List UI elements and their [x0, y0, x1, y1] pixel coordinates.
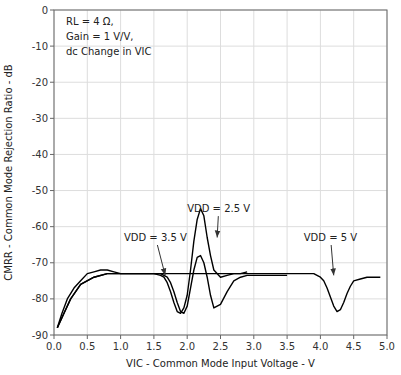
- tick-x: [253, 335, 254, 339]
- tick-label-x: 1.5: [146, 341, 162, 352]
- tick-label-x: 2.5: [213, 341, 229, 352]
- grid-line-y: [54, 190, 387, 191]
- tick-label-y: -80: [32, 293, 48, 304]
- tick-y: [50, 226, 54, 227]
- plot-frame: [54, 10, 387, 335]
- annotation-label: VDD = 5 V: [304, 232, 358, 243]
- tick-y: [50, 335, 54, 336]
- grid-line-x: [187, 10, 188, 335]
- tick-y: [50, 154, 54, 155]
- tick-label-x: 5.0: [379, 341, 395, 352]
- tick-y: [50, 262, 54, 263]
- grid-line-y: [54, 118, 387, 119]
- tick-y: [50, 298, 54, 299]
- tick-x: [353, 335, 354, 339]
- tick-x: [187, 335, 188, 339]
- tick-y: [50, 10, 54, 11]
- annotation-text: RL = 4 Ω,: [66, 16, 114, 27]
- tick-label-x: 4.0: [312, 341, 328, 352]
- tick-label-y: -70: [32, 257, 48, 268]
- series-line: [57, 274, 380, 328]
- annotation-text: dc Change in VIC: [66, 46, 152, 57]
- tick-x: [320, 335, 321, 339]
- grid-line-x: [220, 10, 221, 335]
- tick-label-x: 0.5: [79, 341, 95, 352]
- tick-label-x: 1.0: [113, 341, 129, 352]
- grid-line-y: [54, 262, 387, 263]
- series-line: [57, 209, 247, 328]
- grid-line-x: [287, 10, 288, 335]
- axes: 0.0 0.5 1.0 1.5 2.0 2.5 3.0 3.5 4.0 4.5 5.0 0 -10 -20…: [32, 5, 395, 353]
- grid-line-x: [253, 10, 254, 335]
- annotations: VDD = 3.5 V VDD = 2.5 V VDD = 5 V RL = 4 Ω,…: [66, 16, 357, 275]
- grid-line-x: [120, 10, 121, 335]
- annotation-label: VDD = 2.5 V: [187, 203, 250, 214]
- tick-label-x: 0.0: [46, 341, 62, 352]
- tick-x: [387, 335, 388, 339]
- grid-line-x: [353, 10, 354, 335]
- grid-line-x: [153, 10, 154, 335]
- tick-x: [120, 335, 121, 339]
- tick-label-y: -90: [32, 330, 48, 341]
- grid-line-y: [54, 226, 387, 227]
- tick-label-y: -40: [32, 149, 48, 160]
- grid-line-y: [54, 298, 387, 299]
- y-axis-label: CMRR - Common Mode Rejection Ratio - dB: [3, 64, 14, 281]
- grid-line-y: [54, 82, 387, 83]
- tick-label-y: 0: [42, 5, 48, 16]
- series-group: [57, 209, 380, 328]
- tick-x: [54, 335, 55, 339]
- x-axis-label: VIC - Common Mode Input Voltage - V: [126, 358, 315, 369]
- tick-x: [153, 335, 154, 339]
- tick-label-x: 3.0: [246, 341, 262, 352]
- tick-label-x: 4.5: [346, 341, 362, 352]
- tick-y: [50, 46, 54, 47]
- grid-line-x: [87, 10, 88, 335]
- grid: [54, 10, 387, 335]
- chart: 0.0 0.5 1.0 1.5 2.0 2.5 3.0 3.5 4.0 4.5 5.0 0 -10 -20…: [0, 0, 401, 375]
- tick-x: [287, 335, 288, 339]
- tick-x: [220, 335, 221, 339]
- tick-label-y: -20: [32, 77, 48, 88]
- tick-label-y: -10: [32, 41, 48, 52]
- annotation-arrow: [331, 245, 334, 275]
- tick-label-x: 3.5: [279, 341, 295, 352]
- tick-label-y: -30: [32, 113, 48, 124]
- annotation-arrow: [157, 245, 165, 275]
- tick-label-y: -50: [32, 185, 48, 196]
- grid-line-y: [54, 154, 387, 155]
- tick-label-x: 2.0: [179, 341, 195, 352]
- tick-y: [50, 190, 54, 191]
- tick-label-y: -60: [32, 221, 48, 232]
- grid-line-x: [320, 10, 321, 335]
- tick-y: [50, 82, 54, 83]
- annotation-label: VDD = 3.5 V: [124, 232, 187, 243]
- annotation-text: Gain = 1 V/V,: [66, 31, 134, 42]
- series-line: [57, 256, 287, 328]
- tick-x: [87, 335, 88, 339]
- tick-y: [50, 118, 54, 119]
- annotation-arrow: [217, 216, 218, 237]
